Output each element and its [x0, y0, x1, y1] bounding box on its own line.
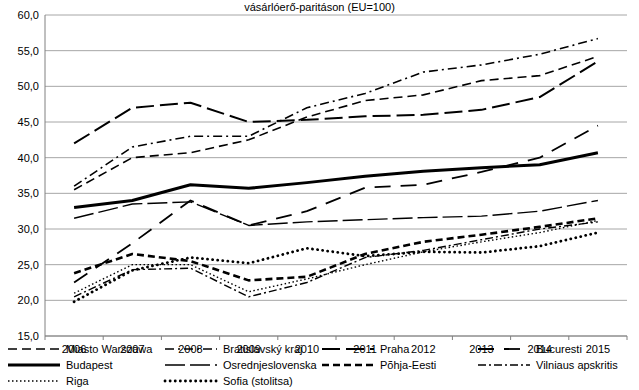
x-tick	[336, 336, 337, 340]
x-tick	[452, 336, 453, 340]
y-tick-label: 20,0	[18, 294, 39, 306]
legend-label: Bucuresti	[536, 343, 582, 355]
legend-label: Põhja-Eesti	[380, 359, 436, 371]
plot-area	[74, 39, 598, 302]
grid-line	[45, 50, 627, 51]
legend-swatch	[165, 380, 217, 383]
x-tick-label: 2015	[586, 343, 610, 355]
y-tick-label: 50,0	[18, 80, 39, 92]
legend-swatch	[165, 364, 217, 365]
series-line	[74, 233, 598, 302]
legend-label: Bratislavský kraj	[223, 343, 302, 355]
chart-title: vásárlóerő-paritáson (EU=100)	[244, 1, 395, 13]
y-tick-label: 15,0	[18, 330, 39, 342]
x-tick	[103, 336, 104, 340]
x-tick	[627, 336, 628, 340]
series-line	[74, 61, 598, 143]
legend-swatch	[8, 348, 60, 350]
legend-swatch	[322, 364, 374, 367]
x-tick	[219, 336, 220, 340]
series-line	[74, 39, 598, 187]
legend-label: Praha	[380, 343, 410, 355]
y-axis	[45, 15, 46, 336]
series-line	[74, 220, 598, 293]
x-tick-label: 2012	[411, 343, 435, 355]
legend-swatch	[478, 348, 530, 350]
grid-line	[45, 300, 627, 301]
grid-line	[45, 86, 627, 87]
y-tick-label: 60,0	[18, 9, 39, 21]
y-tick-label: 35,0	[18, 187, 39, 199]
x-tick	[394, 336, 395, 340]
legend-swatch	[165, 348, 217, 350]
series-line	[74, 222, 598, 297]
x-tick	[568, 336, 569, 340]
legend-label: Miasto Warszawa	[66, 343, 153, 355]
legend-label: Budapest	[66, 359, 112, 371]
legend-swatch	[478, 364, 530, 365]
y-tick-label: 55,0	[18, 45, 39, 57]
legend-swatch	[8, 364, 60, 367]
legend-label: Vilniaus apskritis	[536, 359, 618, 371]
legend-swatch	[8, 380, 60, 381]
legend-label: Sofia (stolitsa)	[223, 375, 293, 387]
series-line	[74, 200, 598, 225]
series-line	[74, 218, 598, 280]
legend-label: Riga	[66, 375, 90, 387]
y-tick-label: 30,0	[18, 223, 39, 235]
series-line	[74, 126, 598, 283]
x-tick	[161, 336, 162, 340]
x-tick	[510, 336, 511, 340]
x-tick	[277, 336, 278, 340]
y-tick-label: 25,0	[18, 259, 39, 271]
grid-line	[45, 15, 627, 16]
grid-line	[45, 122, 627, 123]
x-tick	[45, 336, 46, 340]
legend-label: Osrednjeslovenska	[223, 359, 317, 371]
y-tick-label: 40,0	[18, 152, 39, 164]
grid-line	[45, 193, 627, 194]
chart: vásárlóerő-paritáson (EU=100) 15,0 20,0 25,…	[0, 0, 639, 390]
series-line	[74, 56, 598, 189]
legend-swatch	[322, 348, 374, 350]
series-line	[74, 153, 598, 208]
y-tick-label: 45,0	[18, 116, 39, 128]
